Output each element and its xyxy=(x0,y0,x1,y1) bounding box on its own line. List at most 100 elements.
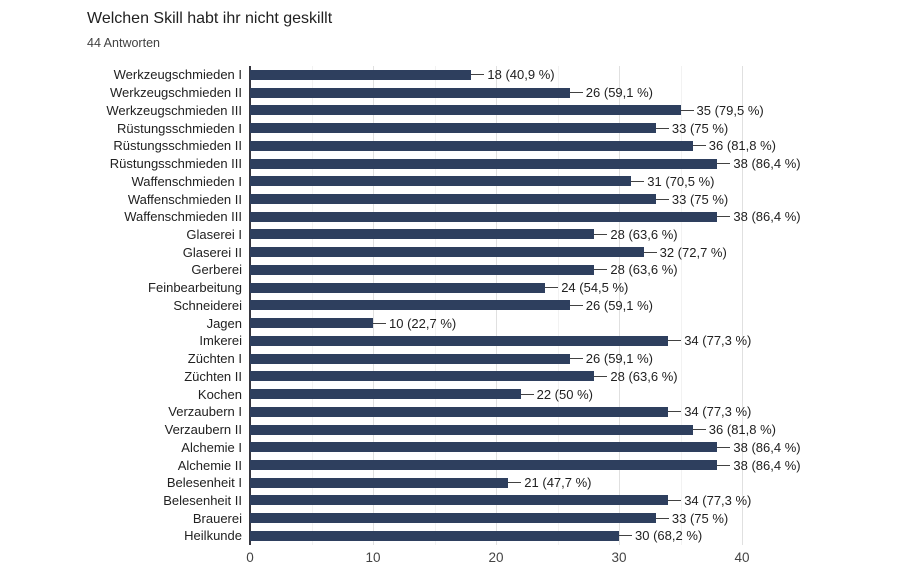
leader-line xyxy=(692,429,706,431)
bar xyxy=(250,264,595,275)
bar-row: Schneiderei 26 (59,1 %) xyxy=(0,297,910,315)
bar-track: 35 (79,5 %) xyxy=(250,103,764,118)
bar-row: Heilkunde 30 (68,2 %) xyxy=(0,527,910,545)
gridline-minor xyxy=(680,66,682,545)
category-label: Gerberei xyxy=(191,262,242,278)
leader-line xyxy=(655,198,669,200)
value-label: 28 (63,6 %) xyxy=(610,368,678,384)
leader-line xyxy=(520,393,534,395)
leader-line xyxy=(508,482,522,484)
x-tick-label: 30 xyxy=(611,550,627,565)
bar-track: 38 (86,4 %) xyxy=(250,209,801,224)
bar-row: Waffenschmieden I 31 (70,5 %) xyxy=(0,172,910,190)
bar-row: Jagen 10 (22,7 %) xyxy=(0,314,910,332)
bar-track: 21 (47,7 %) xyxy=(250,475,742,490)
bar-track: 26 (59,1 %) xyxy=(250,85,742,100)
category-label: Züchten I xyxy=(187,351,242,367)
bar-row: Werkzeugschmieden III 35 (79,5 %) xyxy=(0,101,910,119)
leader-line xyxy=(655,517,669,519)
bar-track: 10 (22,7 %) xyxy=(250,316,742,331)
leader-line xyxy=(643,251,657,253)
leader-line xyxy=(373,322,386,324)
category-label: Belesenheit II xyxy=(163,492,242,508)
category-label: Waffenschmieden II xyxy=(127,191,242,207)
category-label: Waffenschmieden I xyxy=(131,173,242,189)
bar-row: Waffenschmieden III 38 (86,4 %) xyxy=(0,208,910,226)
bar-row: Werkzeugschmieden I 18 (40,9 %) xyxy=(0,66,910,84)
category-label: Schneiderei xyxy=(173,297,242,313)
bar-track: 30 (68,2 %) xyxy=(250,528,742,543)
leader-line xyxy=(717,163,731,165)
leader-line xyxy=(668,411,682,413)
category-label: Glaserei II xyxy=(182,244,242,260)
response-count: 44 Antworten xyxy=(87,36,160,50)
bar xyxy=(250,424,693,435)
bar-row: Alchemie I 38 (86,4 %) xyxy=(0,438,910,456)
value-label: 10 (22,7 %) xyxy=(389,315,457,331)
value-label: 38 (86,4 %) xyxy=(733,209,801,225)
category-label: Heilkunde xyxy=(184,528,242,544)
bar-track: 26 (59,1 %) xyxy=(250,298,742,313)
value-label: 34 (77,3 %) xyxy=(684,333,752,349)
category-label: Belesenheit I xyxy=(166,475,242,491)
bar-track: 22 (50 %) xyxy=(250,387,742,402)
category-label: Werkzeugschmieden II xyxy=(110,85,242,101)
bar-track: 34 (77,3 %) xyxy=(250,493,751,508)
bar xyxy=(250,211,718,222)
bar-row: Verzaubern II 36 (81,8 %) xyxy=(0,421,910,439)
bar-track: 18 (40,9 %) xyxy=(250,67,742,82)
value-label: 33 (75 %) xyxy=(671,120,729,136)
bar-row: Gerberei 28 (63,6 %) xyxy=(0,261,910,279)
x-tick-label: 10 xyxy=(365,550,381,565)
bar-row: Belesenheit II 34 (77,3 %) xyxy=(0,492,910,510)
value-label: 36 (81,8 %) xyxy=(708,422,776,438)
bar-track: 32 (72,7 %) xyxy=(250,245,742,260)
bar-row: Verzaubern I 34 (77,3 %) xyxy=(0,403,910,421)
bar-track: 24 (54,5 %) xyxy=(250,280,742,295)
bar-track: 33 (75 %) xyxy=(250,511,742,526)
value-label: 28 (63,6 %) xyxy=(610,226,678,242)
category-label: Verzaubern I xyxy=(168,404,242,420)
bar xyxy=(250,69,472,80)
leader-line xyxy=(717,216,731,218)
value-label: 21 (47,7 %) xyxy=(524,475,592,491)
bar xyxy=(250,247,644,258)
category-label: Waffenschmieden III xyxy=(124,209,242,225)
bar-track: 34 (77,3 %) xyxy=(250,404,751,419)
leader-line xyxy=(594,233,608,235)
bar xyxy=(250,460,718,471)
bar-track: 28 (63,6 %) xyxy=(250,369,742,384)
leader-line xyxy=(569,304,583,306)
bar-row: Züchten I 26 (59,1 %) xyxy=(0,350,910,368)
bar-row: Glaserei II 32 (72,7 %) xyxy=(0,243,910,261)
category-label: Züchten II xyxy=(184,368,242,384)
bar xyxy=(250,318,373,329)
bar-track: 26 (59,1 %) xyxy=(250,351,742,366)
value-label: 38 (86,4 %) xyxy=(733,457,801,473)
chart-title: Welchen Skill habt ihr nicht geskillt xyxy=(87,10,333,27)
value-label: 32 (72,7 %) xyxy=(659,244,727,260)
bar-row: Glaserei I 28 (63,6 %) xyxy=(0,226,910,244)
category-label: Werkzeugschmieden I xyxy=(113,67,242,83)
bar xyxy=(250,353,570,364)
leader-line xyxy=(594,375,608,377)
gridline-major xyxy=(619,66,620,545)
category-label: Glaserei I xyxy=(186,226,242,242)
bar xyxy=(250,406,669,417)
leader-line xyxy=(717,446,731,448)
bar-rows: Werkzeugschmieden I 18 (40,9 %) Werkzeugsc… xyxy=(0,66,910,545)
category-label: Jagen xyxy=(206,315,242,331)
value-label: 31 (70,5 %) xyxy=(647,173,715,189)
category-label: Brauerei xyxy=(192,510,242,526)
leader-line xyxy=(619,535,632,537)
bar xyxy=(250,495,669,506)
bar-track: 34 (77,3 %) xyxy=(250,333,751,348)
bar-row: Rüstungsschmieden III 38 (86,4 %) xyxy=(0,155,910,173)
leader-line xyxy=(569,358,583,360)
bar xyxy=(250,229,595,240)
bar-track: 38 (86,4 %) xyxy=(250,156,801,171)
bar-track: 31 (70,5 %) xyxy=(250,174,742,189)
leader-line xyxy=(655,127,669,129)
bar xyxy=(250,371,595,382)
value-label: 34 (77,3 %) xyxy=(684,492,752,508)
